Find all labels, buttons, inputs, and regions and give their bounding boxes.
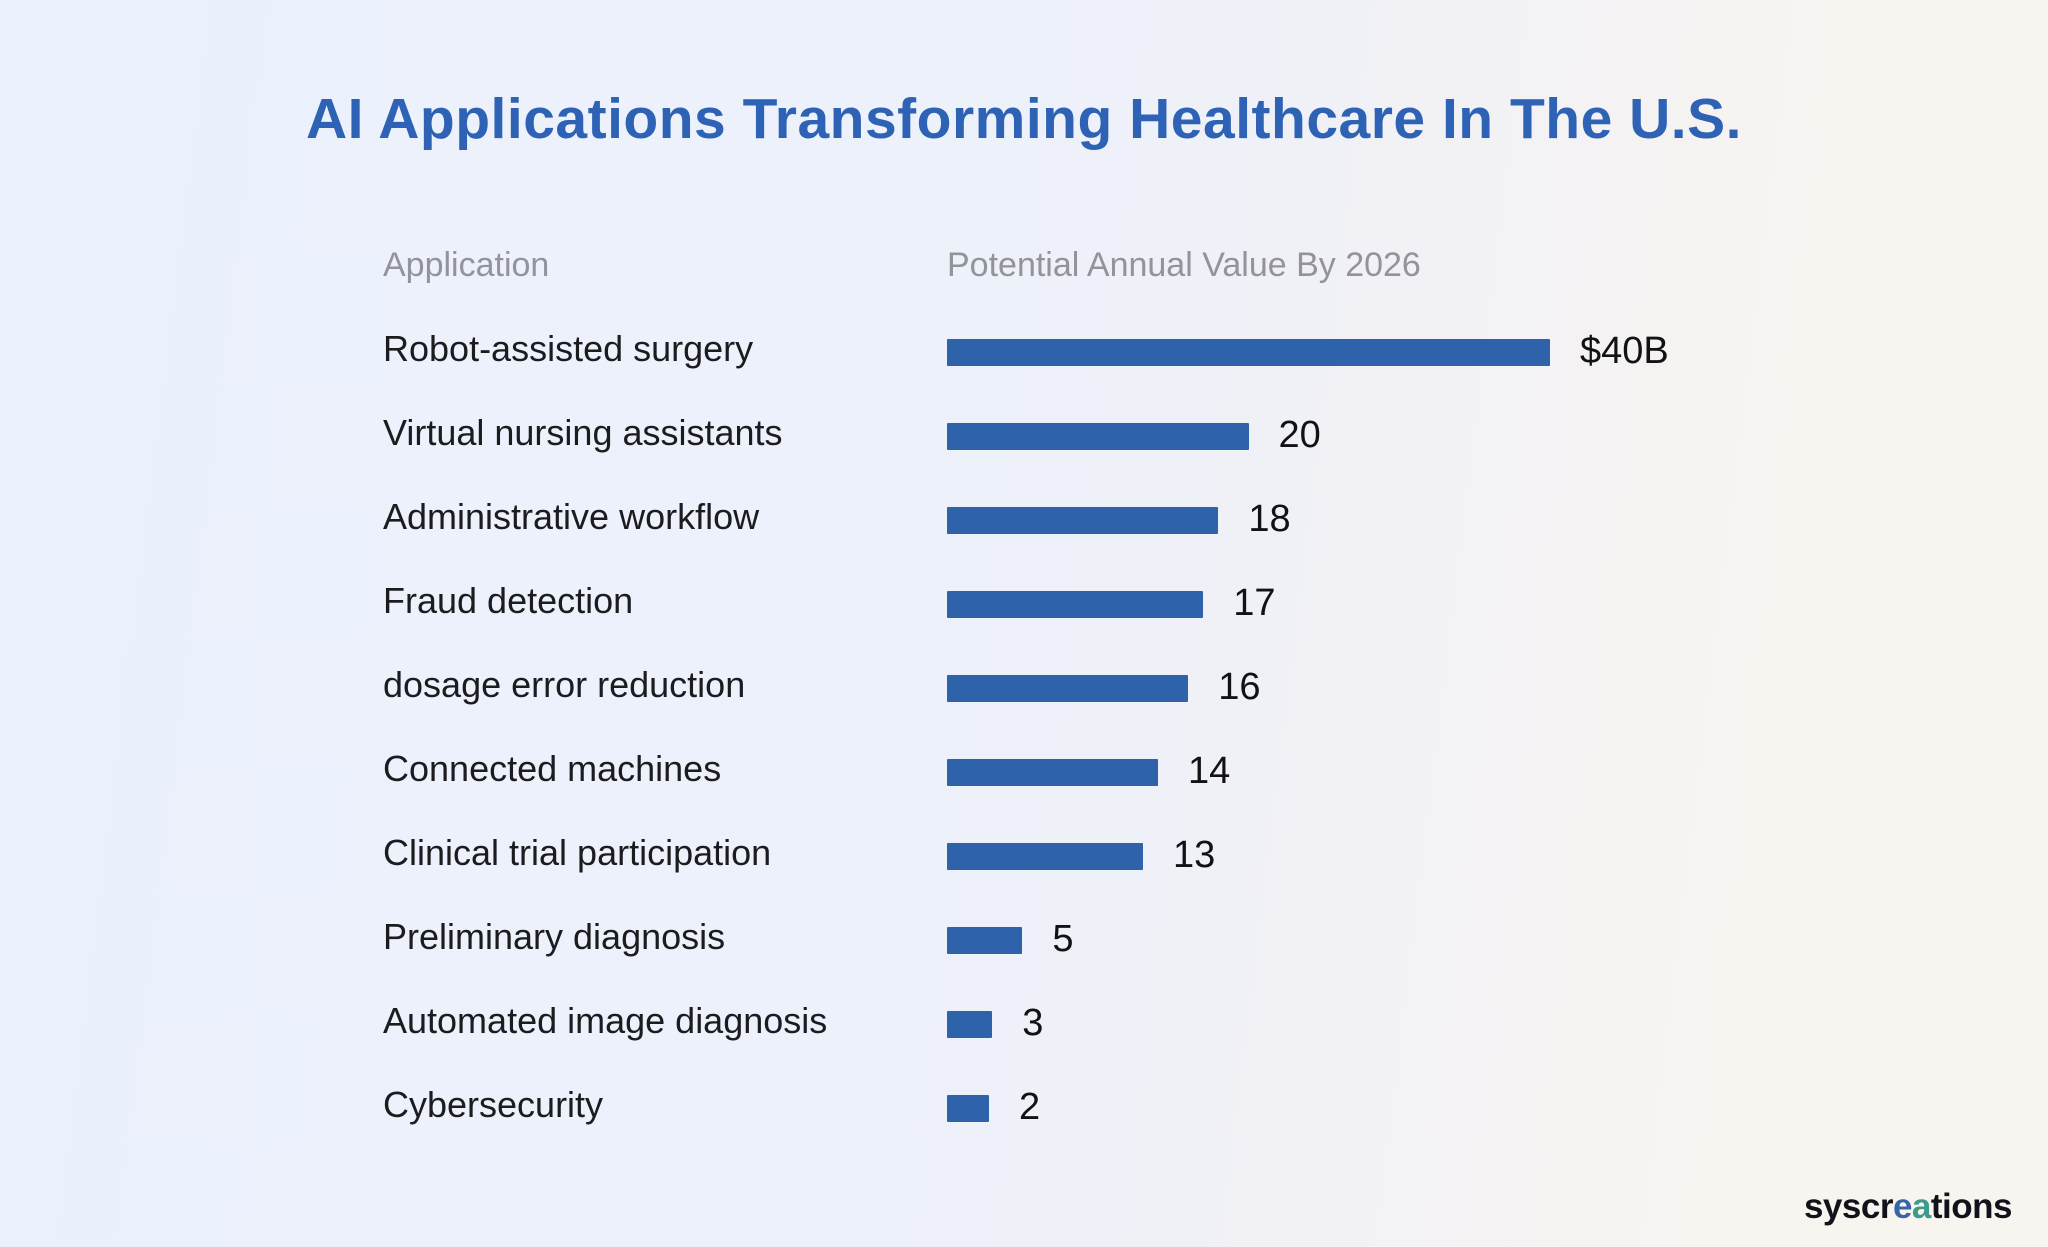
application-label: Automated image diagnosis [383, 1000, 828, 1041]
bar-wrap: $40B [947, 326, 1669, 373]
chart-row: Virtual nursing assistants 20 [383, 391, 1669, 475]
value-bar [947, 1010, 993, 1038]
value-label: 3 [1022, 1001, 1044, 1044]
bar-chart: Application Potential Annual Value By 20… [383, 223, 1669, 1147]
value-bar [947, 422, 1249, 450]
application-column-header: Application [383, 245, 550, 284]
logo-letter-e: e [1892, 1187, 1912, 1226]
bar-wrap: 20 [947, 410, 1321, 457]
chart-row: Connected machines 14 [383, 727, 1669, 811]
application-label: Preliminary diagnosis [383, 916, 726, 957]
chart-rows: Robot-assisted surgery $40B Virtual nurs… [383, 307, 1669, 1147]
value-label: 17 [1233, 581, 1276, 624]
column-headers: Application Potential Annual Value By 20… [383, 223, 1669, 307]
chart-row: Clinical trial participation 13 [383, 811, 1669, 895]
value-label: 13 [1172, 833, 1216, 876]
value-bar [947, 338, 1550, 366]
bar-wrap: 3 [947, 998, 1043, 1045]
logo-text-part2: tions [1930, 1187, 2013, 1226]
value-bar [947, 842, 1143, 870]
application-label: dosage error reduction [383, 664, 746, 705]
application-label: Cybersecurity [383, 1084, 604, 1125]
value-label: 18 [1248, 497, 1291, 540]
chart-row: Preliminary diagnosis 5 [383, 895, 1669, 979]
application-label: Virtual nursing assistants [383, 412, 783, 453]
chart-title: AI Applications Transforming Healthcare … [306, 87, 1742, 151]
value-bar [947, 506, 1219, 534]
bar-wrap: 5 [947, 914, 1074, 961]
value-bar [947, 674, 1189, 702]
logo-text-part1: syscr [1803, 1187, 1893, 1226]
value-label: 5 [1052, 917, 1074, 960]
bar-wrap: 17 [947, 578, 1276, 625]
value-label: 16 [1218, 665, 1261, 708]
bar-wrap: 2 [947, 1082, 1040, 1129]
application-label: Administrative workflow [383, 496, 760, 537]
chart-row: dosage error reduction 16 [383, 643, 1669, 727]
value-label: 2 [1019, 1085, 1041, 1128]
application-label: Clinical trial participation [383, 832, 772, 873]
value-label: 20 [1278, 413, 1321, 456]
bar-wrap: 13 [947, 830, 1215, 877]
chart-row: Automated image diagnosis 3 [383, 979, 1669, 1063]
logo-letter-a: a [1911, 1187, 1931, 1226]
application-label: Robot-assisted surgery [383, 328, 754, 369]
application-label: Fraud detection [383, 580, 634, 621]
application-label: Connected machines [383, 748, 722, 789]
bar-wrap: 14 [947, 746, 1230, 793]
value-label: $40B [1580, 329, 1669, 372]
value-bar [947, 758, 1159, 786]
chart-row: Administrative workflow 18 [383, 475, 1669, 559]
chart-row: Robot-assisted surgery $40B [383, 307, 1669, 391]
bar-wrap: 16 [947, 662, 1260, 709]
chart-row: Cybersecurity 2 [383, 1063, 1669, 1147]
value-column-header: Potential Annual Value By 2026 [947, 245, 1421, 284]
syscreations-logo: syscreations [1803, 1187, 2013, 1227]
value-bar [947, 926, 1023, 954]
bar-wrap: 18 [947, 494, 1291, 541]
value-label: 14 [1188, 749, 1231, 792]
value-bar [947, 590, 1204, 618]
value-bar [947, 1094, 989, 1122]
chart-row: Fraud detection 17 [383, 559, 1669, 643]
